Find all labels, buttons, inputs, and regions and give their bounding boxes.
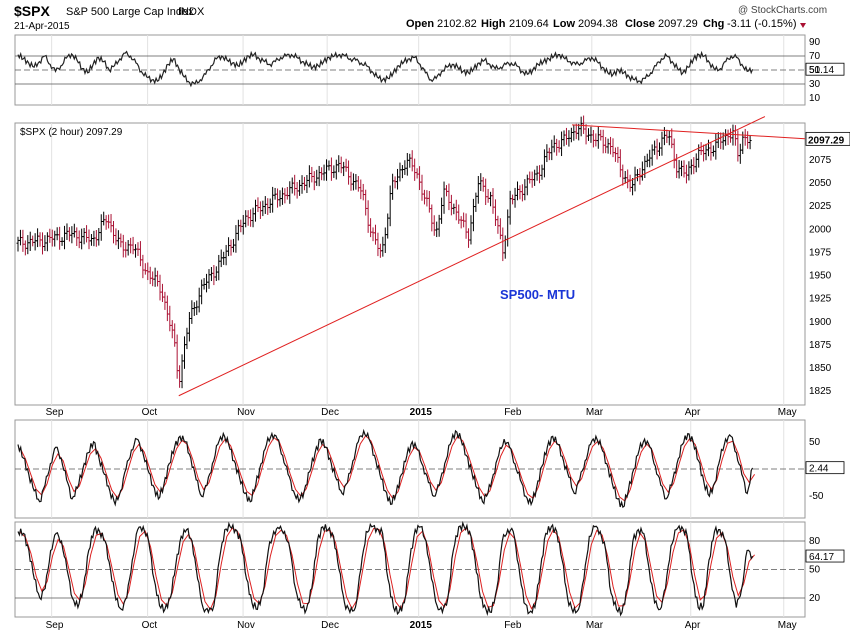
down-triangle-icon <box>800 23 806 28</box>
y-tick-label: 30 <box>809 79 821 90</box>
x-tick-label: Apr <box>685 407 701 418</box>
y-tick-label: 2050 <box>809 178 832 189</box>
rsi-series: 51.14 <box>15 50 845 88</box>
rising-trendline <box>178 116 766 397</box>
y-tick-label: 1950 <box>809 271 832 282</box>
x-tick-label: Feb <box>504 620 522 631</box>
y-tick-label: 10 <box>809 93 821 104</box>
last-value-label: 64.17 <box>809 552 834 563</box>
indicator-line <box>17 428 754 509</box>
oscillator-series: 2.44 <box>15 428 845 509</box>
chart-exchange: INDX <box>178 6 205 18</box>
x-tick-label: Oct <box>142 407 158 418</box>
y-tick-label: 1900 <box>809 317 832 328</box>
stockcharts-watermark: @ StockCharts.com <box>738 5 827 16</box>
low-label: Low <box>553 18 575 30</box>
last-value-box <box>805 461 845 475</box>
x-tick-label: May <box>778 620 797 631</box>
indicator-line <box>17 520 754 617</box>
last-value-box <box>805 549 845 563</box>
x-tick-label: Sep <box>46 620 64 631</box>
y-tick-label: 50 <box>809 565 821 576</box>
axis-labels: Sep Sep Oct Oct Nov Nov Dec Dec 2015 2015 Feb Feb Ma… <box>46 37 832 631</box>
chart-symbol: $SPX <box>14 3 50 19</box>
chg-value: -3.11 (-0.15%) <box>727 18 797 30</box>
y-tick-label: -50 <box>809 491 824 502</box>
y-tick-label: 1975 <box>809 247 832 258</box>
open-label: Open <box>406 18 434 30</box>
y-tick-label: 1825 <box>809 386 832 397</box>
last-price-label: 2097.29 <box>808 135 845 146</box>
x-tick-label: Dec <box>321 620 339 631</box>
price-series: 2097.29 <box>16 115 850 397</box>
falling-trendline <box>571 124 806 140</box>
close-label: Close <box>625 18 655 30</box>
x-tick-label: Mar <box>586 407 604 418</box>
x-tick-label: 2015 <box>410 620 433 631</box>
close-value: 2097.29 <box>658 18 698 30</box>
price-panel-legend: $SPX (2 hour) 2097.29 <box>20 127 123 138</box>
indicator-line <box>17 50 754 88</box>
y-tick-label: 2000 <box>809 224 832 235</box>
x-tick-label: Feb <box>504 407 522 418</box>
y-tick-label: 70 <box>809 51 821 62</box>
x-tick-label: Sep <box>46 407 64 418</box>
y-tick-label: 1925 <box>809 294 832 305</box>
y-tick-label: 90 <box>809 37 821 48</box>
x-tick-label: Dec <box>321 407 339 418</box>
y-tick-label: 2025 <box>809 201 832 212</box>
x-tick-label: 2015 <box>410 407 433 418</box>
y-tick-label: 1875 <box>809 340 832 351</box>
high-value: 2109.64 <box>509 18 549 30</box>
x-tick-label: Nov <box>237 407 255 418</box>
y-tick-label: 1850 <box>809 363 832 374</box>
chg-label: Chg <box>703 18 724 30</box>
low-value: 2094.38 <box>578 18 618 30</box>
y-tick-label: 80 <box>809 536 821 547</box>
last-value-box <box>805 62 845 76</box>
open-value: 2102.82 <box>437 18 477 30</box>
stochastic-series: 64.17 <box>15 520 845 617</box>
y-tick-label: 50 <box>809 65 821 76</box>
price-panel <box>14 122 806 406</box>
x-tick-label: May <box>778 407 797 418</box>
chart-index-name: S&P 500 Large Cap Index <box>66 6 194 18</box>
signal-line <box>19 527 755 611</box>
x-tick-label: Apr <box>685 620 701 631</box>
last-value-label: 51.14 <box>809 65 834 76</box>
y-tick-label: 20 <box>809 593 821 604</box>
y-tick-label: 50 <box>809 437 821 448</box>
chart-annotation: SP500- MTU <box>500 287 575 302</box>
chart-date: 21-Apr-2015 <box>14 21 70 32</box>
x-tick-label: Mar <box>586 620 604 631</box>
last-value-label: 2.44 <box>809 464 829 475</box>
y-tick-label: 2075 <box>809 155 832 166</box>
last-price-box <box>805 131 850 146</box>
high-label: High <box>481 18 506 30</box>
x-tick-label: Oct <box>142 620 158 631</box>
x-tick-label: Nov <box>237 620 255 631</box>
